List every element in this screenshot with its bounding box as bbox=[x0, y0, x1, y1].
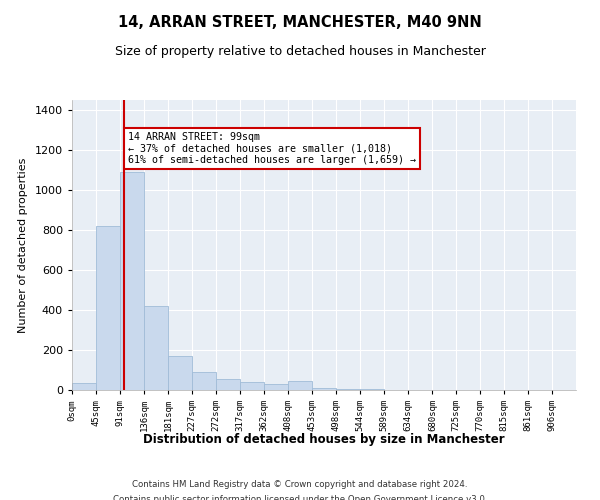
Text: Size of property relative to detached houses in Manchester: Size of property relative to detached ho… bbox=[115, 45, 485, 58]
Bar bbox=[193, 372, 216, 390]
Text: 14, ARRAN STREET, MANCHESTER, M40 9NN: 14, ARRAN STREET, MANCHESTER, M40 9NN bbox=[118, 15, 482, 30]
Bar bbox=[336, 389, 361, 390]
Text: Contains HM Land Registry data © Crown copyright and database right 2024.: Contains HM Land Registry data © Crown c… bbox=[132, 480, 468, 489]
Bar bbox=[312, 388, 336, 390]
Bar bbox=[96, 226, 120, 390]
Bar bbox=[72, 383, 96, 390]
Text: Distribution of detached houses by size in Manchester: Distribution of detached houses by size … bbox=[143, 432, 505, 446]
Text: Contains public sector information licensed under the Open Government Licence v3: Contains public sector information licen… bbox=[113, 495, 487, 500]
Text: 14 ARRAN STREET: 99sqm
← 37% of detached houses are smaller (1,018)
61% of semi-: 14 ARRAN STREET: 99sqm ← 37% of detached… bbox=[128, 132, 416, 165]
Bar bbox=[168, 356, 193, 390]
Bar bbox=[120, 172, 144, 390]
Bar bbox=[264, 384, 288, 390]
Y-axis label: Number of detached properties: Number of detached properties bbox=[18, 158, 28, 332]
Bar bbox=[240, 382, 264, 390]
Bar bbox=[216, 379, 240, 390]
Bar bbox=[288, 381, 312, 390]
Bar bbox=[144, 306, 168, 390]
